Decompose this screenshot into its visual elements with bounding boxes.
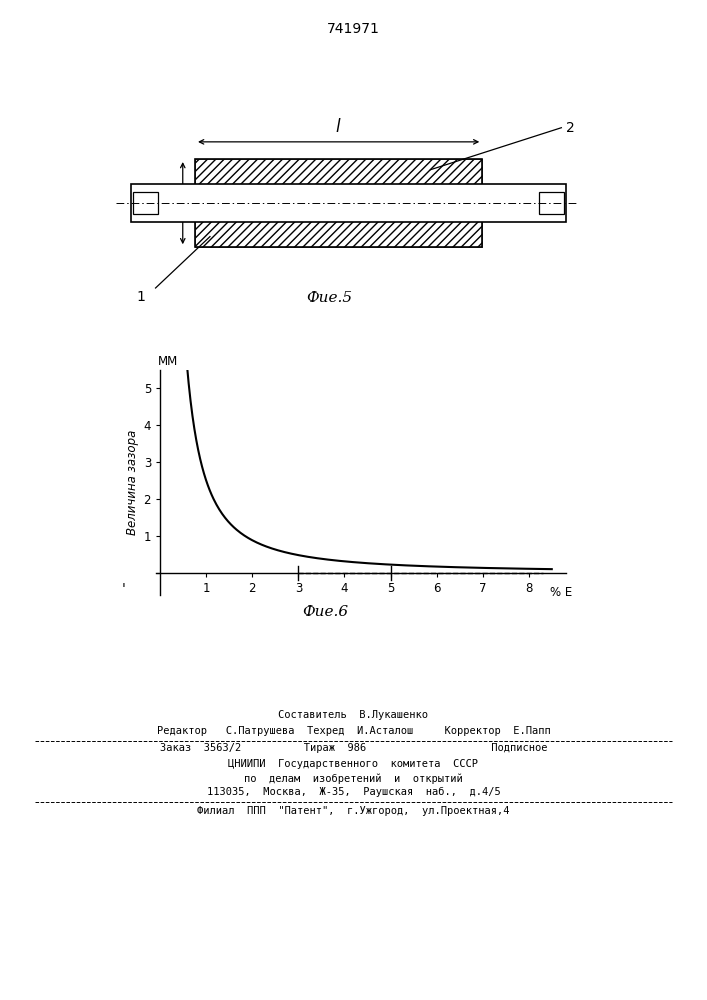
Text: Фие.5: Фие.5 — [305, 291, 352, 305]
Text: по  делам  изобретений  и  открытий: по делам изобретений и открытий — [244, 773, 463, 784]
Text: % Е: % Е — [550, 586, 572, 599]
Text: 1: 1 — [136, 290, 145, 304]
Bar — [131, 184, 566, 222]
Y-axis label: Величина зазора: Величина зазора — [127, 430, 139, 535]
Text: $l$: $l$ — [335, 118, 342, 136]
Text: Фие.6: Фие.6 — [302, 605, 349, 619]
Text: ММ: ММ — [158, 355, 178, 368]
Text: $D$: $D$ — [154, 194, 168, 212]
Bar — [133, 192, 158, 214]
Text: Филиал  ППП  "Патент",  г.Ужгород,  ул.Проектная,4: Филиал ППП "Патент", г.Ужгород, ул.Проек… — [197, 806, 510, 816]
Text: 113035,  Москва,  Ж-35,  Раушская  наб.,  д.4/5: 113035, Москва, Ж-35, Раушская наб., д.4… — [206, 787, 501, 797]
Text: Составитель  В.Лукашенко: Составитель В.Лукашенко — [279, 710, 428, 720]
Bar — [539, 192, 563, 214]
Text: ЦНИИПИ  Государственного  комитета  СССР: ЦНИИПИ Государственного комитета СССР — [228, 759, 479, 769]
Text: Редактор   С.Патрушева  Техред  И.Асталош     Корректор  Е.Папп: Редактор С.Патрушева Техред И.Асталош Ко… — [157, 726, 550, 736]
Bar — [195, 159, 482, 247]
Text: ': ' — [122, 582, 125, 596]
Text: 2: 2 — [566, 121, 575, 135]
Text: $d$: $d$ — [509, 194, 522, 212]
Text: 741971: 741971 — [327, 22, 380, 36]
Text: Заказ  3563/2          Тираж  986                    Подписное: Заказ 3563/2 Тираж 986 Подписное — [160, 743, 547, 753]
Bar — [195, 159, 482, 247]
